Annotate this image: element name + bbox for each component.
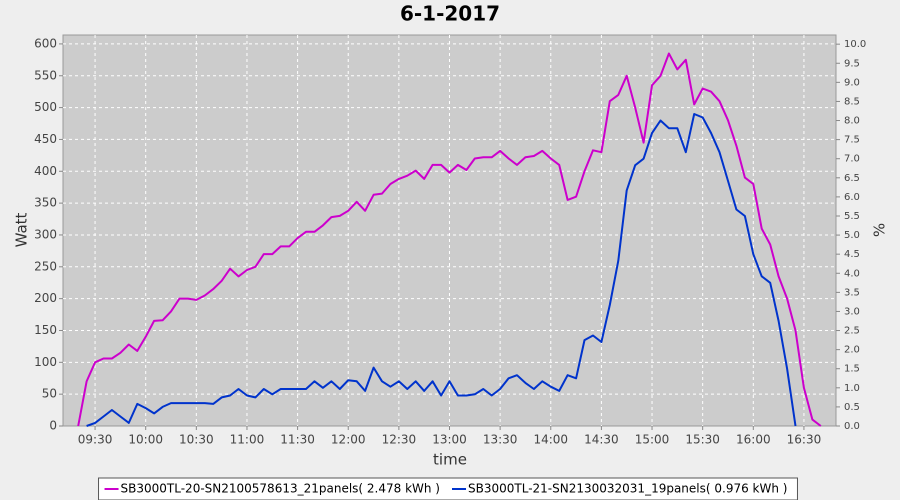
y-tick-label: 150 <box>34 323 57 337</box>
y2-tick-label: 10.0 <box>844 39 866 50</box>
x-tick-label: 16:00 <box>736 433 771 447</box>
x-tick-label: 15:00 <box>635 433 670 447</box>
y-tick-label: 550 <box>34 68 57 82</box>
x-tick-label: 12:00 <box>331 433 366 447</box>
y2-tick-label: 3.5 <box>844 287 860 298</box>
series-line <box>86 113 797 427</box>
y2-tick-label: 4.0 <box>844 268 860 279</box>
y2-tick-label: 5.0 <box>844 230 860 241</box>
series-line <box>77 52 822 427</box>
x-tick-label: 13:30 <box>483 433 518 447</box>
legend-text: SB3000TL-20-SN2100578613_21panels( 2.478… <box>121 482 440 496</box>
y-tick-label: 400 <box>34 164 57 178</box>
y-tick-label: 50 <box>42 387 57 401</box>
y-axis-label: Watt <box>13 212 31 247</box>
y2-tick-label: 0.5 <box>844 402 860 413</box>
y2-tick-label: 5.5 <box>844 211 860 222</box>
x-tick-label: 16:30 <box>787 433 822 447</box>
y2-tick-label: 9.0 <box>844 77 860 88</box>
y-tick-label: 450 <box>34 132 57 146</box>
x-axis-label: time <box>433 451 467 469</box>
y2-tick-label: 1.5 <box>844 364 860 375</box>
x-tick-label: 11:00 <box>230 433 265 447</box>
y2-tick-label: 7.5 <box>844 135 860 146</box>
y2-tick-label: 4.5 <box>844 249 860 260</box>
y2-tick-label: 3.0 <box>844 306 860 317</box>
y2-axis-label: % <box>871 223 889 237</box>
y2-tick-label: 9.5 <box>844 58 860 69</box>
x-tick-label: 12:30 <box>382 433 417 447</box>
y2-tick-label: 6.0 <box>844 192 860 203</box>
y-tick-label: 350 <box>34 196 57 210</box>
x-tick-label: 13:00 <box>432 433 467 447</box>
x-tick-label: 15:30 <box>685 433 720 447</box>
y2-tick-label: 7.0 <box>844 154 860 165</box>
x-tick-label: 11:30 <box>280 433 315 447</box>
y-tick-label: 300 <box>34 227 57 241</box>
y2-tick-label: 2.0 <box>844 345 860 356</box>
legend-text: SB3000TL-21-SN2130032031_19panels( 0.976… <box>468 482 787 496</box>
y-tick-label: 250 <box>34 259 57 273</box>
x-tick-label: 14:00 <box>533 433 568 447</box>
x-tick-label: 09:30 <box>78 433 113 447</box>
y2-tick-label: 2.5 <box>844 326 860 337</box>
y-tick-label: 600 <box>34 36 57 50</box>
x-tick-label: 14:30 <box>584 433 619 447</box>
x-tick-label: 10:00 <box>128 433 163 447</box>
y-tick-label: 200 <box>34 291 57 305</box>
y2-tick-label: 6.5 <box>844 173 860 184</box>
legend: SB3000TL-20-SN2100578613_21panels( 2.478… <box>98 477 798 500</box>
legend-box <box>98 477 798 500</box>
y2-tick-label: 8.0 <box>844 116 860 127</box>
y-tick-label: 0 <box>49 419 57 433</box>
y2-tick-label: 1.0 <box>844 383 860 394</box>
y2-tick-label: 0.0 <box>844 421 860 432</box>
y-tick-label: 100 <box>34 355 57 369</box>
y-tick-label: 500 <box>34 100 57 114</box>
y2-tick-label: 8.5 <box>844 96 860 107</box>
chart-title: 6-1-2017 <box>400 2 500 26</box>
x-tick-label: 10:30 <box>179 433 214 447</box>
